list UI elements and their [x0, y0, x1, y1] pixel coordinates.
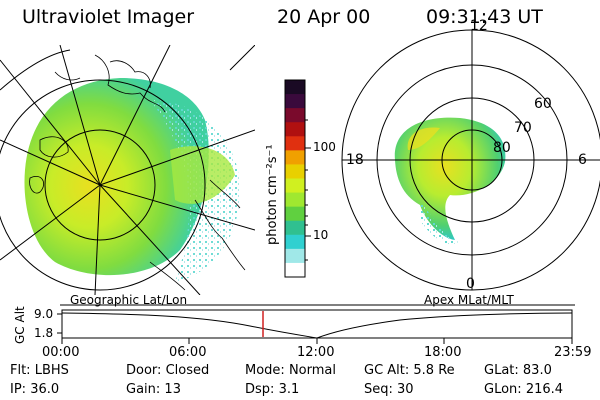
colorbar-swatch [285, 234, 305, 250]
magnetic-polar-plot [341, 29, 600, 291]
time-tick-1200: 12:00 [297, 345, 335, 360]
colorbar-tick-100: 100 [313, 140, 336, 154]
right-map-caption: Apex MLat/MLT [424, 293, 514, 307]
colorbar-tick-10: 10 [313, 228, 329, 242]
instrument-title: Ultraviolet Imager [22, 6, 195, 28]
status-glon: GLon: 216.4 [484, 382, 564, 397]
time-tick-2359: 23:59 [554, 345, 592, 360]
colorbar-swatch [285, 150, 305, 165]
mlt-label-6: 6 [578, 152, 587, 168]
colorbar-swatch [285, 206, 305, 222]
time-tick-1800: 18:00 [424, 345, 462, 360]
mlat-label-60: 60 [534, 96, 552, 112]
status-gc-alt: GC Alt: 5.8 Re [364, 363, 455, 378]
time-tick-0600: 06:00 [169, 345, 207, 360]
status-gain: Gain: 13 [126, 382, 181, 397]
image-time: 09:31:43 UT [426, 6, 543, 28]
status-filter: Flt: LBHS [10, 363, 69, 378]
status-glat: GLat: 83.0 [484, 363, 552, 378]
colorbar-swatch [285, 192, 305, 208]
colorbar-swatch [285, 108, 305, 123]
colorbar-ticks [305, 119, 311, 261]
mlt-label-12: 12 [470, 18, 488, 34]
altitude-tick-1-8: 1.8 [34, 326, 54, 340]
colorbar-unit-label: photon cm⁻²s⁻¹ [265, 144, 280, 245]
status-dsp: Dsp: 3.1 [245, 382, 300, 397]
status-mode: Mode: Normal [245, 363, 336, 378]
mlat-label-80: 80 [493, 140, 511, 156]
mlt-label-0: 0 [466, 276, 475, 292]
colorbar-swatch [285, 220, 305, 236]
status-ip: IP: 36.0 [10, 382, 60, 397]
altitude-curve [61, 312, 573, 339]
colorbar-swatch [285, 80, 305, 95]
auroral-emission-left [24, 78, 209, 276]
altitude-plot [57, 304, 575, 344]
geographic-map [0, 45, 255, 295]
colorbar-swatch [285, 122, 305, 137]
colorbar-swatch [285, 178, 305, 194]
colorbar-swatch [285, 94, 305, 109]
colorbar-swatch [285, 136, 305, 151]
coastlines [29, 54, 246, 291]
mlt-label-18: 18 [346, 152, 364, 168]
image-date: 20 Apr 00 [277, 6, 371, 28]
colorbar [285, 80, 305, 278]
altitude-axis-label: GC Alt [13, 306, 27, 344]
status-door: Door: Closed [126, 363, 210, 378]
emission-speckle-right [420, 200, 458, 245]
colorbar-swatch [285, 262, 305, 278]
left-map-caption: Geographic Lat/Lon [70, 293, 188, 307]
time-tick-0000: 00:00 [42, 345, 80, 360]
colorbar-swatch [285, 164, 305, 179]
status-seq: Seq: 30 [364, 382, 414, 397]
mlat-label-70: 70 [514, 120, 532, 136]
altitude-tick-9: 9.0 [34, 307, 54, 321]
colorbar-swatch [285, 248, 305, 264]
